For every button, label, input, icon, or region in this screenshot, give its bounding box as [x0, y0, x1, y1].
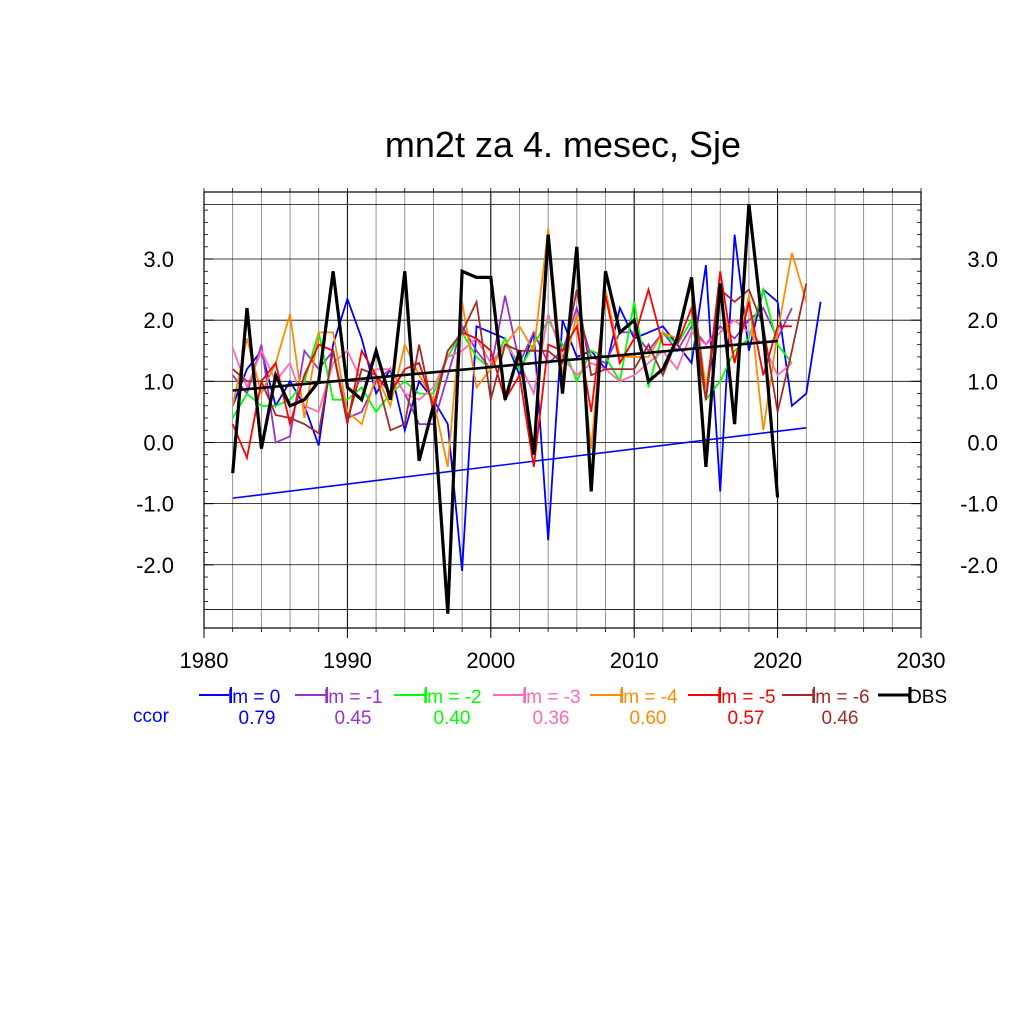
trend-line-lm-0	[232, 427, 807, 499]
y-tick-label-left: -1.0	[136, 492, 174, 517]
ccor-label: ccor	[133, 706, 170, 727]
y-tick-label-left: -2.0	[136, 553, 174, 578]
legend-label-lm-0: lm = 0	[228, 687, 280, 708]
x-tick-label: 2020	[753, 648, 802, 673]
x-tick-label: 1990	[323, 648, 372, 673]
y-tick-label-right: 0.0	[967, 430, 998, 455]
ccor-value-lm-2: 0.40	[434, 708, 471, 729]
y-tick-label-left: 0.0	[143, 430, 174, 455]
ccor-value-lm-3: 0.36	[533, 708, 570, 729]
legend-label-lm-1: lm = -1	[324, 687, 383, 708]
y-tick-label-left: 1.0	[143, 369, 174, 394]
plot-frame	[203, 191, 922, 629]
legend-label-lm-2: lm = -2	[423, 687, 482, 708]
y-tick-label-left: 2.0	[143, 308, 174, 333]
ccor-value-lm-6: 0.46	[822, 708, 859, 729]
ccor-value-lm-4: 0.60	[630, 708, 667, 729]
y-tick-label-right: -1.0	[960, 492, 998, 517]
x-tick-label: 2010	[610, 648, 659, 673]
y-tick-label-right: 3.0	[967, 247, 998, 272]
legend-label-lm-3: lm = -3	[522, 687, 581, 708]
ccor-value-lm-1: 0.45	[335, 708, 372, 729]
trend-line-obs	[232, 339, 778, 392]
y-tick-label-left: 3.0	[143, 247, 174, 272]
legend-label-lm-5: lm = -5	[717, 687, 776, 708]
ccor-value-lm-0: 0.79	[239, 708, 276, 729]
chart-title: mn2t za 4. mesec, Sje	[385, 124, 741, 165]
grid	[203, 192, 922, 628]
ccor-value-lm-5: 0.57	[728, 708, 765, 729]
x-tick-label: 2030	[897, 648, 946, 673]
x-tick-label: 1980	[180, 648, 229, 673]
y-tick-label-right: 2.0	[967, 308, 998, 333]
legend-label-lm-6: lm = -6	[811, 687, 870, 708]
axes: 1980 1990 2000 2010 2020 2030 -2.0 -2.0 -1.0 -1.0…	[136, 188, 998, 673]
x-tick-label: 2000	[466, 648, 515, 673]
y-tick-label-right: 1.0	[967, 369, 998, 394]
series-layer	[231, 203, 822, 614]
legend-label-lm-4: lm = -4	[619, 687, 678, 708]
legend-label-obs: OBS	[907, 687, 947, 708]
series-line-obs	[231, 203, 780, 614]
y-tick-label-right: -2.0	[960, 553, 998, 578]
